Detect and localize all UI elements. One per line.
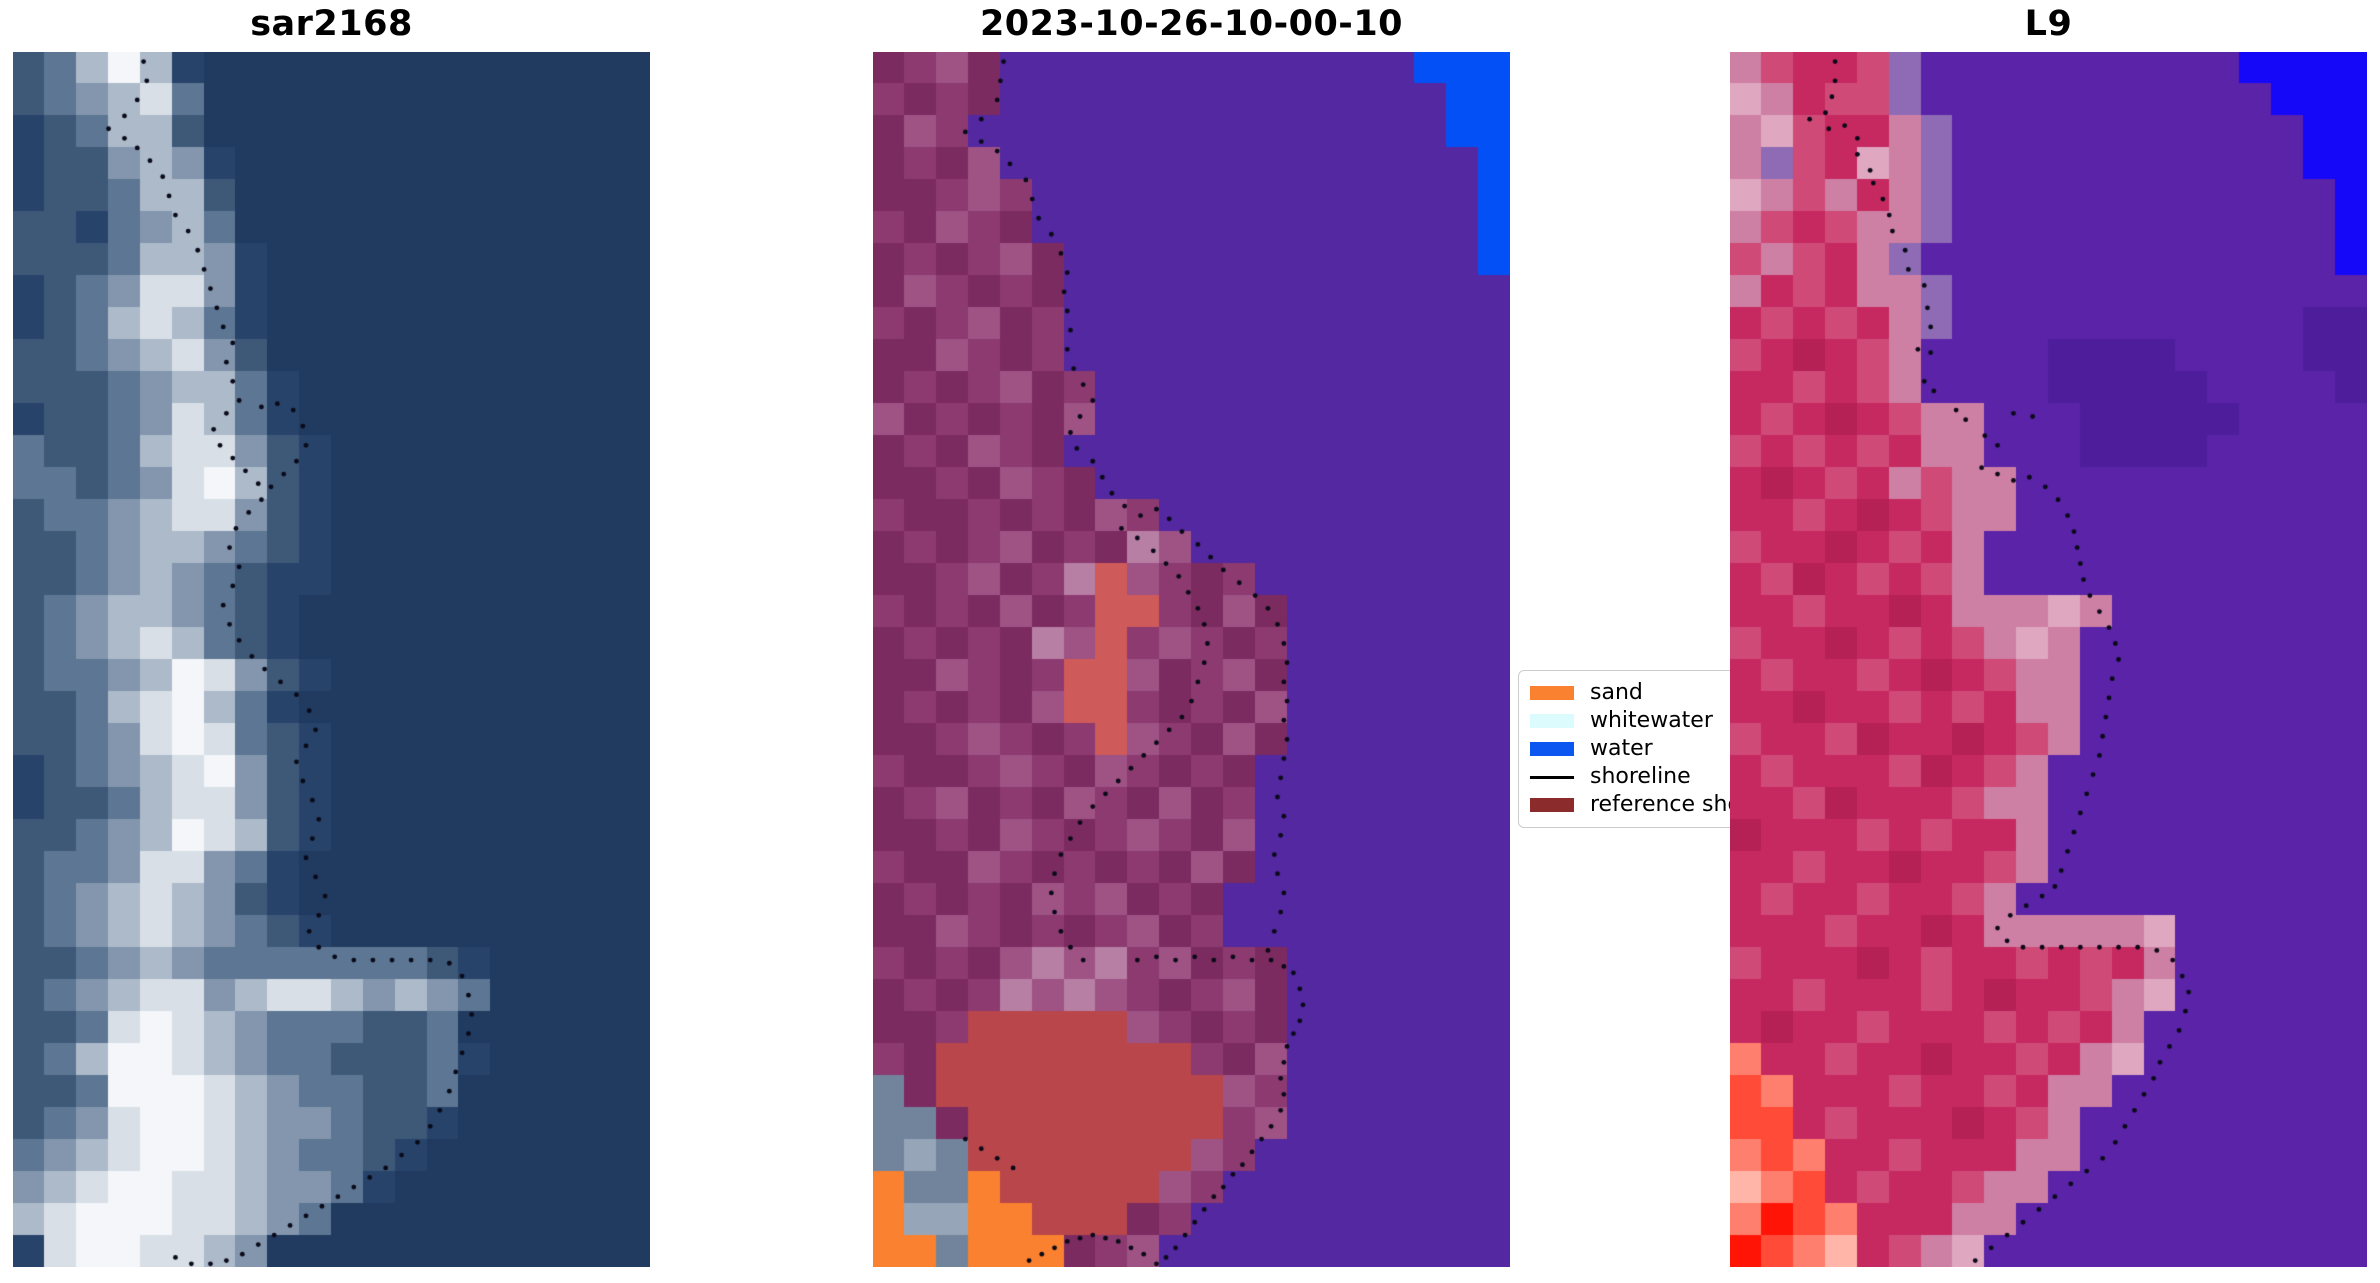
legend-label-sand: sand: [1590, 680, 1643, 705]
sar-image: [13, 52, 650, 1267]
whitewater-swatch: [1530, 714, 1574, 728]
reference-shoreline-swatch: [1530, 798, 1574, 812]
panel-sar: sar2168: [13, 4, 650, 1267]
classified-image: [873, 52, 1510, 1267]
legend-item-whitewater: whitewater: [1530, 708, 1758, 734]
legend-label-shoreline: shoreline: [1590, 764, 1691, 789]
panel-classified: 2023-10-26-10-00-10: [873, 4, 1510, 1267]
legend-label-whitewater: whitewater: [1590, 708, 1713, 733]
legend-box: sand whitewater water shoreline referenc…: [1518, 670, 1803, 828]
sand-swatch: [1530, 686, 1574, 700]
panel-title-l9: L9: [2024, 4, 2073, 44]
legend-label-water: water: [1590, 736, 1653, 761]
shoreline-line-swatch: [1530, 775, 1574, 779]
panel-title-sar: sar2168: [250, 4, 413, 44]
legend-item-sand: sand: [1530, 680, 1758, 706]
legend-item-reference-shoreline: reference shoreline: [1530, 792, 1803, 818]
water-swatch: [1530, 742, 1574, 756]
legend-item-shoreline: shoreline: [1530, 764, 1758, 790]
panel-l9: L9: [1730, 4, 2367, 1267]
l9-image: [1730, 52, 2367, 1267]
legend-item-water: water: [1530, 736, 1758, 762]
panel-title-classified: 2023-10-26-10-00-10: [979, 4, 1404, 44]
